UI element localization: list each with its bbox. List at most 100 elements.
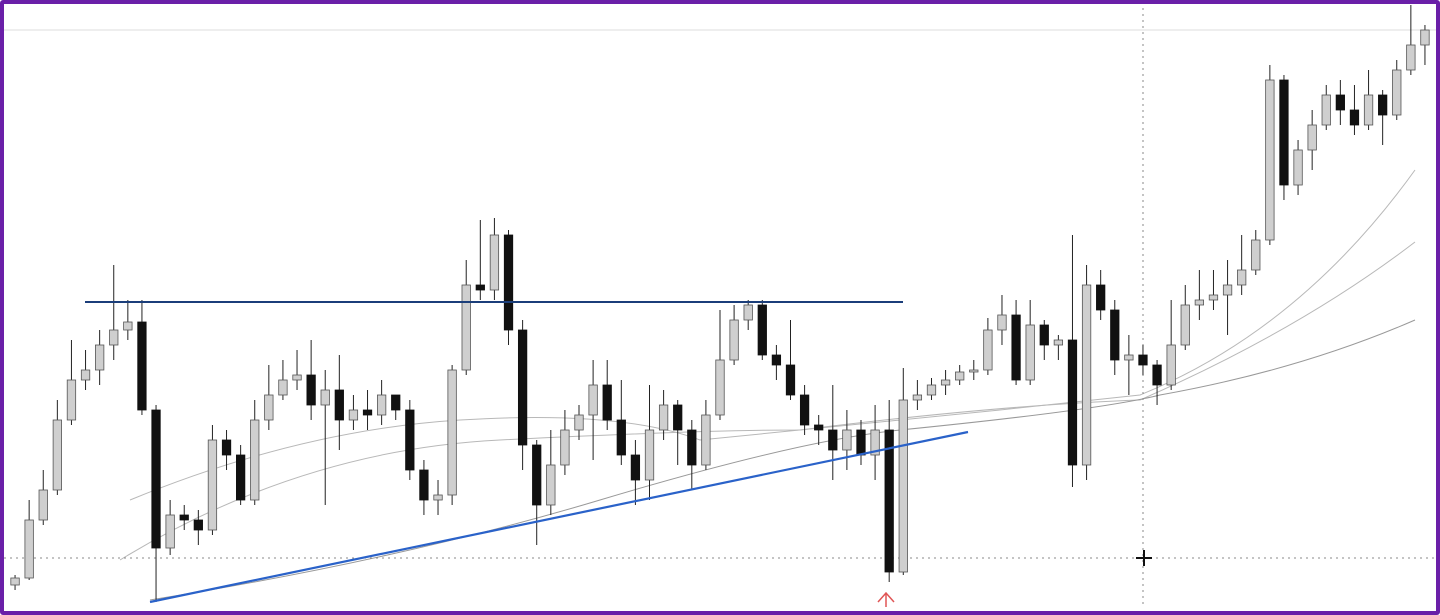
candle-body	[1067, 339, 1078, 466]
candle-body	[1053, 339, 1064, 346]
candle-body	[348, 409, 359, 421]
candle-body	[1166, 344, 1176, 386]
candle-body	[955, 371, 965, 381]
candle-body	[884, 429, 894, 573]
candle-body	[969, 369, 979, 373]
candle-body	[475, 284, 485, 291]
candle-body	[1293, 149, 1303, 186]
candle-body	[1321, 94, 1331, 126]
candle-body	[1025, 324, 1035, 381]
candle-body	[376, 394, 387, 416]
candle-body	[912, 394, 923, 401]
candle-body	[95, 344, 105, 371]
candle-body	[38, 489, 48, 521]
candle-body	[10, 577, 20, 586]
candle-body	[1279, 79, 1289, 186]
candle-body	[1378, 94, 1388, 116]
candle-body	[799, 394, 810, 426]
candle-body	[447, 369, 457, 496]
candle-body	[1265, 79, 1275, 241]
candle-body	[1081, 284, 1092, 466]
chart	[4, 5, 1436, 607]
candle-body	[940, 379, 951, 386]
candle-body	[828, 429, 838, 451]
candle-body	[391, 394, 401, 411]
candle-body	[1096, 284, 1106, 311]
candle-body	[771, 354, 782, 366]
candle-body	[264, 394, 274, 421]
candle-body	[560, 429, 570, 466]
candle-body	[898, 399, 908, 573]
candle-body	[1363, 94, 1374, 126]
candle-body	[334, 389, 344, 421]
candle-body	[1307, 124, 1317, 151]
candle-body	[461, 284, 471, 371]
candle-body	[532, 444, 542, 506]
candle-body	[870, 429, 880, 456]
candle-body	[250, 419, 260, 501]
candle-body	[1406, 44, 1416, 71]
candle-body	[1180, 304, 1190, 346]
candle-body	[602, 384, 612, 421]
candle-body	[673, 404, 683, 431]
candle-body	[306, 374, 316, 406]
candle-body	[419, 469, 429, 501]
candle-body	[221, 439, 232, 456]
candle-body	[137, 321, 147, 411]
candle-body	[814, 424, 824, 431]
candle-body	[630, 454, 641, 481]
candle-body	[1110, 309, 1120, 361]
candle-body	[362, 409, 373, 416]
candle-body	[1124, 354, 1134, 361]
candle-body	[123, 321, 133, 331]
moving-average	[119, 241, 1416, 561]
candle-body	[193, 519, 203, 531]
candle-body	[179, 514, 189, 521]
candle-body	[729, 319, 739, 361]
candles	[10, 5, 1430, 602]
candle-body	[1349, 109, 1360, 126]
candle-body	[1194, 299, 1204, 306]
candle-body	[997, 314, 1007, 331]
candle-body	[842, 429, 852, 451]
candle-body	[1392, 69, 1402, 116]
candle-body	[616, 419, 626, 456]
candle-body	[1152, 364, 1162, 386]
candle-body	[66, 379, 77, 421]
candle-body	[1420, 29, 1430, 46]
candle-body	[546, 464, 556, 506]
candle-body	[1237, 269, 1247, 286]
candle-body	[503, 234, 514, 331]
candle-body	[658, 404, 669, 431]
candle-body	[151, 409, 161, 549]
candle-body	[1251, 239, 1261, 271]
candle-body	[1335, 94, 1345, 111]
candle-body	[574, 414, 584, 431]
candle-body	[517, 329, 528, 446]
candle-body	[926, 384, 937, 396]
candle-body	[856, 429, 866, 456]
candle-body	[644, 429, 655, 481]
moving-average	[129, 169, 1416, 501]
candle-body	[701, 414, 711, 466]
trend-line	[149, 430, 969, 604]
candle-body	[207, 439, 218, 531]
candle-body	[278, 379, 288, 396]
candle-body	[433, 494, 443, 501]
candle-body	[1039, 324, 1049, 346]
candle-body	[757, 304, 767, 356]
candle-body	[489, 234, 500, 291]
candle-body	[983, 329, 993, 371]
candle-body	[292, 374, 302, 381]
candle-body	[743, 304, 753, 321]
candle-body	[405, 409, 415, 471]
candle-body	[715, 359, 725, 416]
candle-body	[24, 519, 34, 579]
candle-body	[785, 364, 796, 396]
candle-body	[236, 454, 246, 501]
crosshair-cursor	[1136, 550, 1152, 566]
candle-body	[165, 514, 175, 549]
candle-body	[1138, 354, 1148, 366]
candle-body	[80, 369, 91, 381]
